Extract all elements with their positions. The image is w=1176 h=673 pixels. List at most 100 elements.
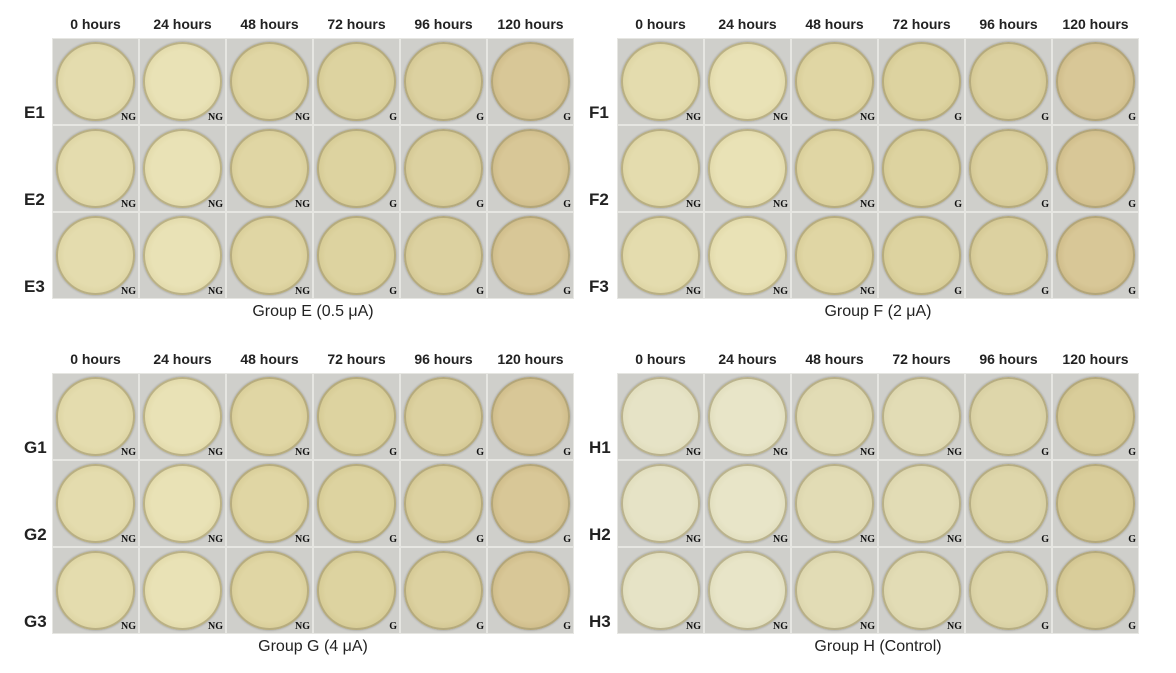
time-label: 0 hours: [635, 351, 686, 367]
petri-dish: [404, 551, 483, 630]
plate: NG: [704, 373, 791, 460]
time-label: 72 hours: [327, 16, 386, 32]
plate: NG: [617, 38, 704, 125]
petri-dish: [795, 216, 874, 295]
plate: NG: [617, 547, 704, 634]
plate: G: [400, 547, 487, 634]
petri-dish: [708, 216, 787, 295]
plate: G: [878, 212, 965, 299]
plate: G: [313, 373, 400, 460]
growth-label: NG: [295, 621, 310, 632]
time-label: 120 hours: [1062, 351, 1129, 367]
growth-label: G: [563, 621, 571, 632]
growth-label: NG: [686, 286, 701, 297]
petri-dish: [230, 377, 309, 456]
growth-label: G: [1128, 286, 1136, 297]
petri-dish: [404, 216, 483, 295]
plate: G: [313, 460, 400, 547]
petri-dish: [491, 464, 570, 543]
growth-label: NG: [121, 621, 136, 632]
petri-dish: [621, 464, 700, 543]
plate: NG: [139, 38, 226, 125]
petri-dish: [708, 464, 787, 543]
petri-dish: [56, 129, 135, 208]
petri-dish: [1056, 464, 1135, 543]
growth-label: NG: [773, 447, 788, 458]
time-label: 96 hours: [979, 351, 1038, 367]
petri-dish: [795, 129, 874, 208]
time-label: 96 hours: [979, 16, 1038, 32]
plate: NG: [704, 212, 791, 299]
growth-label: NG: [947, 534, 962, 545]
plate: NG: [139, 547, 226, 634]
growth-label: G: [954, 199, 962, 210]
petri-dish: [317, 42, 396, 121]
plate: NG: [52, 373, 139, 460]
petri-dish: [404, 129, 483, 208]
petri-dish: [795, 551, 874, 630]
petri-dish: [882, 377, 961, 456]
plate: G: [400, 38, 487, 125]
petri-dish: [143, 216, 222, 295]
plate: NG: [139, 460, 226, 547]
plate: NG: [226, 460, 313, 547]
petri-dish: [621, 377, 700, 456]
petri-dish: [56, 377, 135, 456]
growth-label: G: [476, 447, 484, 458]
petri-dish: [1056, 377, 1135, 456]
time-label: 48 hours: [240, 351, 299, 367]
petri-dish: [56, 216, 135, 295]
petri-dish: [621, 42, 700, 121]
plate: NG: [791, 212, 878, 299]
plate: NG: [52, 547, 139, 634]
row-label: E2: [24, 190, 45, 209]
plate: G: [313, 547, 400, 634]
growth-label: NG: [208, 286, 223, 297]
growth-label: NG: [121, 199, 136, 210]
growth-label: NG: [208, 112, 223, 123]
petri-dish: [1056, 551, 1135, 630]
growth-label: NG: [295, 112, 310, 123]
growth-label: NG: [773, 286, 788, 297]
petri-dish: [56, 551, 135, 630]
plate: G: [400, 212, 487, 299]
petri-dish: [491, 551, 570, 630]
plate: G: [400, 373, 487, 460]
growth-label: G: [563, 286, 571, 297]
plate: NG: [791, 38, 878, 125]
petri-dish: [230, 551, 309, 630]
time-label: 48 hours: [805, 351, 864, 367]
plate: G: [965, 212, 1052, 299]
plate: G: [313, 38, 400, 125]
row-label: F3: [589, 277, 609, 296]
petri-dish: [708, 129, 787, 208]
growth-label: NG: [295, 447, 310, 458]
petri-dish: [317, 551, 396, 630]
plate: G: [965, 460, 1052, 547]
petri-dish: [317, 464, 396, 543]
plate: G: [487, 373, 574, 460]
plate: NG: [226, 38, 313, 125]
plate: G: [1052, 125, 1139, 212]
time-label: 120 hours: [497, 16, 564, 32]
petri-dish: [882, 129, 961, 208]
growth-label: NG: [295, 534, 310, 545]
petri-dish: [230, 216, 309, 295]
petri-dish: [969, 129, 1048, 208]
plate: NG: [226, 373, 313, 460]
growth-label: G: [563, 199, 571, 210]
plate: NG: [226, 212, 313, 299]
plate: NG: [139, 373, 226, 460]
growth-label: G: [563, 447, 571, 458]
growth-label: G: [476, 199, 484, 210]
time-label: 0 hours: [635, 16, 686, 32]
petri-dish: [1056, 129, 1135, 208]
growth-label: NG: [947, 621, 962, 632]
petri-dish: [143, 377, 222, 456]
petri-dish: [795, 464, 874, 543]
plate: NG: [617, 212, 704, 299]
time-label: 24 hours: [153, 16, 212, 32]
petri-dish: [404, 377, 483, 456]
time-label: 24 hours: [718, 16, 777, 32]
growth-label: NG: [773, 112, 788, 123]
